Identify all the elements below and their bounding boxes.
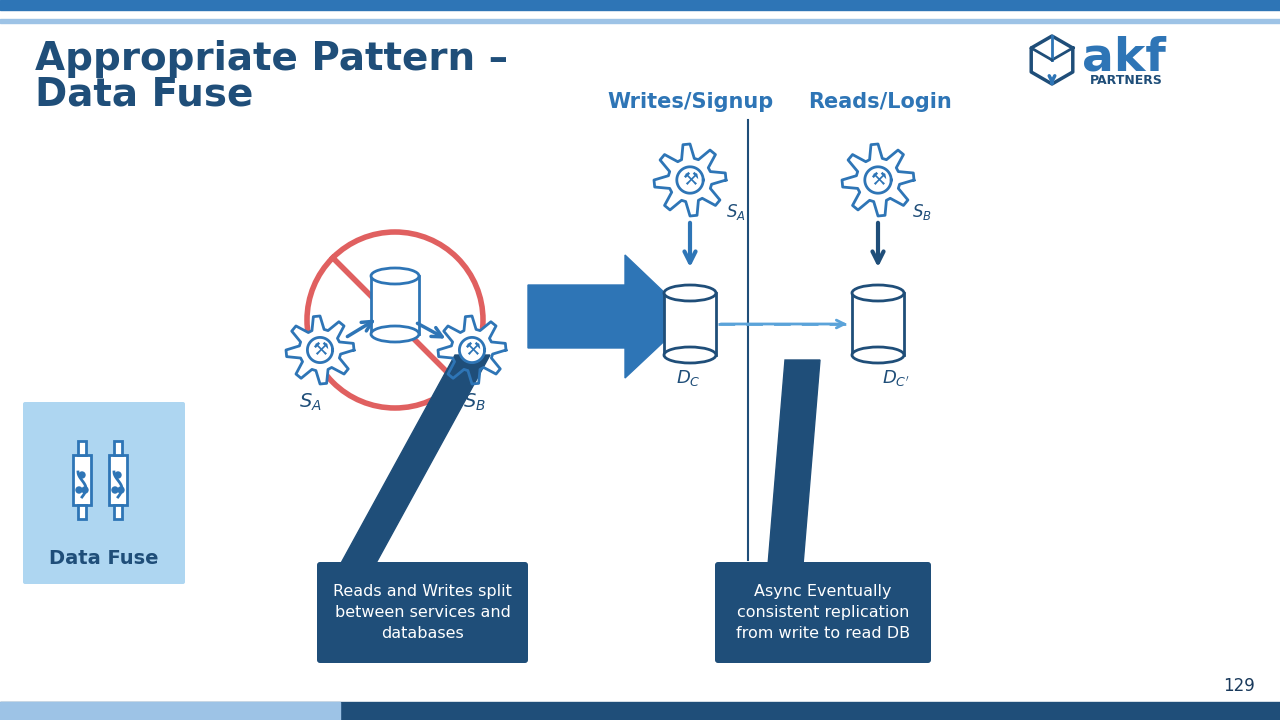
FancyBboxPatch shape: [716, 562, 931, 663]
Circle shape: [113, 487, 118, 493]
FancyBboxPatch shape: [23, 402, 186, 584]
Text: ⚒: ⚒: [870, 171, 886, 189]
Text: Async Eventually
consistent replication
from write to read DB: Async Eventually consistent replication …: [736, 584, 910, 641]
Ellipse shape: [664, 347, 716, 363]
Text: PARTNERS: PARTNERS: [1091, 73, 1162, 86]
Text: $D_{C'}$: $D_{C'}$: [882, 368, 910, 388]
Polygon shape: [307, 338, 333, 363]
Polygon shape: [529, 255, 690, 378]
Text: Appropriate Pattern –: Appropriate Pattern –: [35, 40, 508, 78]
Bar: [0, 702, 1280, 720]
Text: ⚒: ⚒: [682, 171, 698, 189]
Text: Reads/Login: Reads/Login: [808, 92, 952, 112]
Bar: [0, 19, 1280, 23]
Circle shape: [79, 472, 84, 478]
Bar: [852, 293, 904, 355]
Text: akf: akf: [1082, 35, 1166, 81]
Polygon shape: [460, 338, 485, 363]
Circle shape: [82, 487, 88, 493]
Polygon shape: [768, 360, 820, 565]
Text: $S_B$: $S_B$: [911, 202, 932, 222]
Bar: [78, 441, 86, 455]
Bar: [78, 505, 86, 519]
Text: $S_B$: $S_B$: [462, 392, 485, 413]
Text: ⚒: ⚒: [463, 341, 480, 359]
Circle shape: [76, 487, 82, 493]
Text: Data Fuse: Data Fuse: [35, 75, 253, 113]
Text: $D_C$: $D_C$: [676, 368, 700, 388]
Bar: [0, 0, 1280, 10]
Bar: [371, 276, 419, 334]
Bar: [664, 293, 716, 355]
Polygon shape: [654, 144, 726, 216]
Ellipse shape: [852, 285, 904, 301]
FancyBboxPatch shape: [317, 562, 529, 663]
Ellipse shape: [852, 347, 904, 363]
Polygon shape: [438, 316, 506, 384]
Bar: [114, 505, 122, 519]
Polygon shape: [340, 355, 490, 565]
Ellipse shape: [371, 326, 419, 342]
Bar: [109, 455, 127, 505]
Text: Writes/Signup: Writes/Signup: [607, 92, 773, 112]
Polygon shape: [285, 316, 355, 384]
Bar: [73, 455, 91, 505]
Text: $S_A$: $S_A$: [298, 392, 321, 413]
Text: 129: 129: [1224, 677, 1254, 695]
Text: $S_A$: $S_A$: [726, 202, 746, 222]
Text: ⚒: ⚒: [312, 341, 328, 359]
Polygon shape: [865, 167, 891, 193]
Polygon shape: [842, 144, 914, 216]
Text: Reads and Writes split
between services and
databases: Reads and Writes split between services …: [333, 584, 512, 641]
Circle shape: [118, 487, 124, 493]
Ellipse shape: [371, 268, 419, 284]
Bar: [0, 702, 340, 720]
Circle shape: [115, 472, 122, 478]
Text: Data Fuse: Data Fuse: [49, 549, 159, 568]
Bar: [114, 441, 122, 455]
Ellipse shape: [664, 285, 716, 301]
Polygon shape: [677, 167, 703, 193]
